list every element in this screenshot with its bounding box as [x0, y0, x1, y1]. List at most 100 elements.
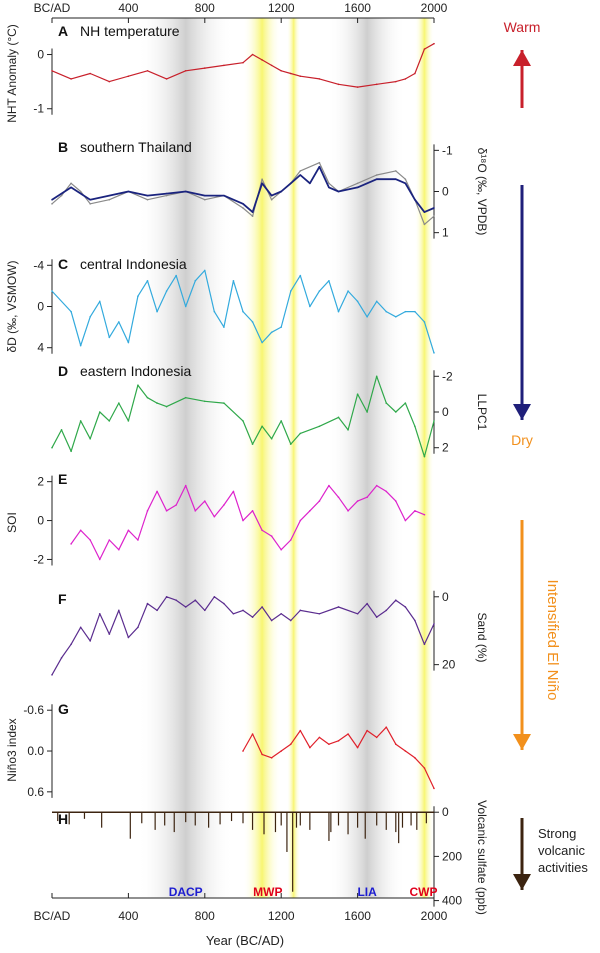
- data-point: [251, 616, 254, 618]
- data-point: [242, 519, 244, 522]
- data-point: [299, 519, 302, 522]
- data-point: [318, 612, 321, 615]
- data-point: [165, 192, 168, 195]
- el-nino-label: Intensified El Niño: [544, 580, 561, 701]
- data-point: [356, 86, 359, 88]
- data-point: [223, 194, 225, 197]
- y-tick-label: 2: [442, 441, 449, 455]
- data-point: [337, 606, 340, 608]
- data-point: [70, 186, 72, 189]
- data-point: [175, 599, 177, 601]
- y-axis-label: δ¹⁸O (‰, VPDB): [475, 148, 489, 236]
- data-point: [414, 72, 416, 75]
- volcanic-label-line: volcanic: [538, 843, 585, 858]
- warm-label: Warm: [504, 19, 541, 35]
- panel-letter: E: [58, 471, 67, 487]
- bottom-axis: BC/AD 400 800 1200 1600 2000: [34, 893, 448, 923]
- data-point: [356, 182, 359, 185]
- shaded-period-mwp-1: [243, 18, 282, 898]
- series-line: [51, 596, 435, 676]
- data-point: [70, 450, 72, 453]
- data-point: [414, 198, 416, 201]
- data-point: [108, 420, 111, 422]
- data-point: [423, 48, 426, 50]
- data-point: [146, 510, 149, 512]
- y-axis-label: δD (‰, VSMOW): [5, 260, 19, 352]
- data-point: [127, 75, 130, 78]
- data-point: [433, 215, 435, 217]
- data-point: [356, 612, 359, 615]
- data-point: [165, 194, 168, 197]
- series-line: [51, 43, 435, 88]
- data-point: [404, 606, 407, 608]
- data-point: [318, 161, 321, 164]
- top-tick-label: 1200: [268, 1, 295, 15]
- y-tick-label: -1: [442, 143, 453, 157]
- data-point: [204, 194, 206, 197]
- y-tick-label: 400: [442, 894, 462, 908]
- panel-title: eastern Indonesia: [80, 363, 192, 379]
- data-point: [204, 198, 206, 201]
- data-point: [146, 198, 149, 201]
- data-point: [156, 609, 158, 612]
- y-axis-label: SOI: [5, 512, 19, 533]
- series-line: [51, 269, 435, 354]
- y-tick-label: -0.6: [23, 703, 44, 717]
- data-point: [375, 616, 378, 618]
- data-point: [127, 341, 130, 344]
- data-point: [194, 279, 197, 282]
- data-point: [318, 500, 321, 502]
- data-point: [204, 500, 206, 502]
- data-point: [184, 484, 187, 487]
- shaded-period-mwp-2: [286, 18, 301, 898]
- panel-f: F 0 20 Sand (%): [51, 590, 489, 676]
- data-point: [318, 425, 321, 428]
- data-point: [375, 375, 378, 378]
- bottom-tick-label: 1200: [268, 909, 295, 923]
- data-point: [270, 437, 273, 440]
- side-annotations: Warm Dry Intensified El Niño Strong volcanic…: [504, 19, 588, 890]
- data-point: [404, 310, 407, 313]
- data-point: [261, 341, 263, 344]
- data-point: [395, 80, 397, 83]
- data-point: [98, 558, 101, 561]
- data-point: [204, 400, 206, 403]
- series-line: [51, 165, 435, 214]
- data-point: [89, 640, 91, 642]
- bottom-tick-label: 2000: [421, 909, 448, 923]
- data-point: [98, 411, 101, 413]
- data-point: [404, 182, 407, 185]
- data-point: [261, 178, 263, 180]
- data-point: [261, 529, 263, 532]
- data-point: [395, 500, 397, 502]
- data-point: [165, 595, 168, 598]
- data-point: [89, 203, 91, 205]
- data-point: [242, 420, 244, 422]
- data-point: [337, 496, 340, 499]
- shaded-period-dacp-0: [137, 18, 234, 898]
- data-point: [108, 198, 111, 201]
- data-point: [242, 750, 244, 752]
- data-point: [146, 69, 149, 72]
- data-point: [318, 166, 321, 168]
- data-point: [127, 636, 130, 639]
- data-point: [79, 190, 82, 193]
- data-point: [213, 595, 216, 598]
- period-label-mwp: MWP: [253, 885, 282, 899]
- data-point: [299, 174, 302, 176]
- data-point: [251, 733, 254, 735]
- data-point: [423, 513, 426, 516]
- data-point: [423, 455, 426, 458]
- volcanic-label-line: Strong: [538, 826, 576, 841]
- data-point: [261, 425, 263, 428]
- dry-arrow-head: [513, 404, 531, 420]
- data-point: [223, 326, 225, 328]
- y-axis-label: Volcanic sulfate (ppb): [475, 800, 489, 915]
- data-point: [165, 405, 168, 408]
- y-tick-label: 0.6: [27, 785, 44, 799]
- data-point: [356, 500, 359, 502]
- period-labels: DACP MWP LIA CWP: [169, 885, 438, 899]
- data-point: [280, 420, 283, 422]
- data-point: [395, 316, 397, 318]
